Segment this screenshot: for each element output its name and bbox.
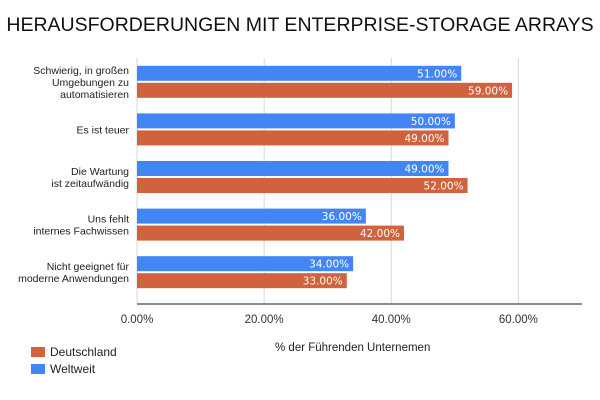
chart-title: HERAUSFORDERUNGEN MIT ENTERPRISE-STORAGE…: [6, 14, 594, 36]
category-label: Nicht geeignet für: [47, 261, 130, 273]
bar-deutschland-4: [137, 273, 347, 289]
bar-data-label: 49.00%: [404, 164, 444, 176]
category-label: Uns fehlt: [88, 214, 130, 226]
category-label: Es ist teuer: [76, 124, 129, 136]
bar-data-label: 51.00%: [417, 68, 457, 80]
x-tick-label: 0.00%: [121, 314, 154, 326]
bars: 51.00% 59.00% 50.00% 49.00% 49.00% 52.00% 36.0…: [137, 65, 513, 289]
x-axis-label: % der Führenden Unternemen: [275, 342, 431, 354]
legend-label: Weltweit: [50, 362, 96, 376]
bar-deutschland-1: [137, 130, 449, 146]
bar-weltweit-1: [137, 113, 455, 129]
legend-swatch-weltweit: [31, 364, 45, 374]
category-label: moderne Anwendungen: [18, 273, 129, 285]
bar-data-label: 59.00%: [468, 85, 508, 97]
x-tick-label: 40.00%: [372, 314, 411, 326]
category-label: ist zeitaufwändig: [51, 178, 129, 190]
bar-weltweit-0: [137, 65, 462, 81]
category-label: internes Fachwissen: [33, 226, 129, 238]
bar-weltweit-2: [137, 161, 449, 176]
bar-data-label: 36.00%: [322, 211, 362, 223]
legend-item-weltweit: Weltweit: [31, 362, 95, 376]
x-tick-label: 20.00%: [245, 314, 284, 326]
bar-data-label: 49.00%: [404, 133, 444, 145]
legend-label: Deutschland: [50, 345, 117, 359]
category-label: Die Wartung: [71, 166, 129, 178]
bar-data-label: 33.00%: [303, 276, 343, 288]
bar-data-label: 50.00%: [411, 116, 451, 128]
bar-deutschland-3: [137, 225, 404, 241]
bar-weltweit-3: [137, 208, 366, 224]
bar-deutschland-2: [137, 178, 468, 193]
category-label: Schwierig, in großen: [33, 65, 129, 77]
legend-swatch-deutschland: [31, 347, 45, 357]
x-tick-label: 60.00%: [499, 314, 538, 326]
legend-item-deutschland: Deutschland: [31, 345, 117, 359]
category-label: Umgebungen zu: [52, 77, 129, 89]
bar-data-label: 52.00%: [424, 181, 464, 193]
category-label: automatisieren: [60, 89, 129, 101]
x-tick-labels: 0.00% 20.00% 40.00% 60.00%: [121, 314, 538, 326]
bar-data-label: 34.00%: [309, 259, 349, 271]
bar-deutschland-0: [137, 82, 513, 98]
bar-data-label: 42.00%: [360, 228, 400, 240]
bar-weltweit-4: [137, 256, 354, 272]
